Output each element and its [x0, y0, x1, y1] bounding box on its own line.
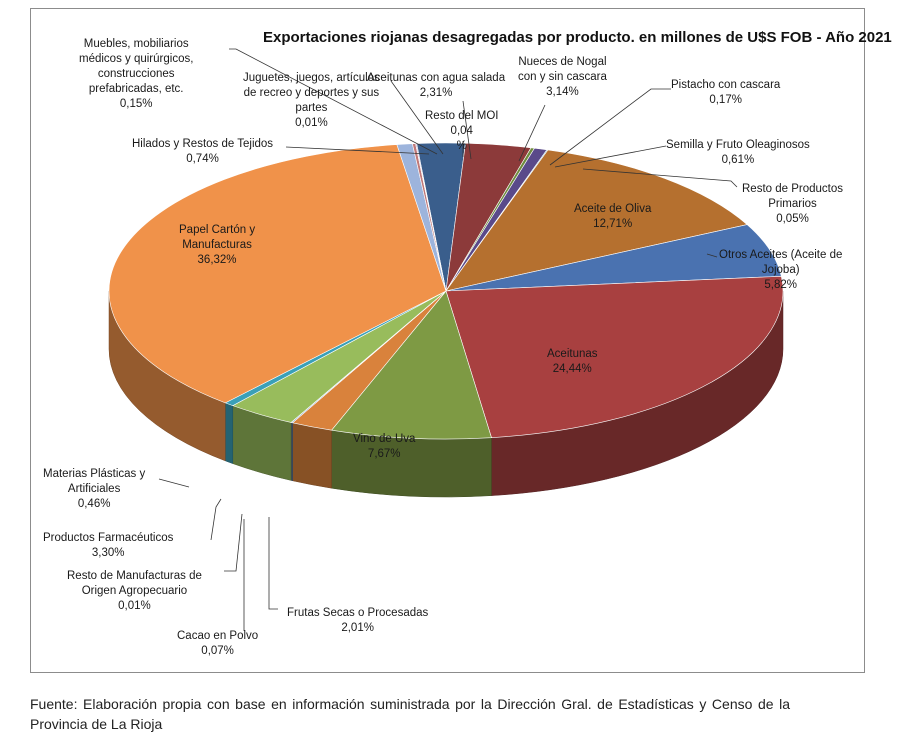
slice-label: Resto de Productos Primarios 0,05%: [742, 183, 844, 225]
slice-label: Cacao en Polvo 0,07%: [177, 630, 259, 657]
slice-label: Papel Cartón y Manufacturas 36,32%: [179, 224, 256, 266]
slice-label: Resto del MOI 0,04 %: [425, 110, 499, 152]
slice-label: Aceite de Oliva 12,71%: [574, 203, 652, 230]
slice-label: Muebles, mobiliarios médicos y quirúrgic…: [79, 38, 194, 110]
pie-slice: [445, 224, 782, 292]
leader-line: [462, 100, 472, 160]
slice-label: Otros Aceites (Aceite de Jojoba) 5,82%: [719, 249, 843, 291]
pie-slice: [445, 275, 784, 438]
slice-label: Semilla y Fruto Oleaginosos 0,61%: [666, 139, 810, 166]
pie-slice: [331, 290, 492, 440]
pie-slice-side: [292, 422, 332, 489]
leader-line: [285, 146, 430, 155]
source-note: Fuente: Elaboración propia con base en i…: [30, 696, 790, 732]
slice-label: Frutas Secas o Procesadas 2,01%: [287, 607, 429, 634]
leader-line: [554, 145, 667, 168]
pie-chart: [108, 48, 784, 631]
leader-line: [268, 517, 278, 610]
slice-label: Vino de Uva 7,67%: [353, 433, 416, 460]
slice-label: Productos Farmacéuticos 3,30%: [43, 532, 174, 559]
leader-line: [158, 478, 190, 488]
slice-label: Aceitunas 24,44%: [547, 348, 598, 375]
chart-title: Exportaciones riojanas desagregadas por …: [263, 29, 892, 46]
slice-label: Resto de Manufacturas de Origen Agropecu…: [67, 570, 202, 612]
slice-label: Nueces de Nogal con y sin cascara 3,14%: [518, 56, 607, 98]
slice-label: Hilados y Restos de Tejidos 0,74%: [132, 138, 274, 165]
leader-line: [706, 253, 718, 258]
pie-slice: [445, 149, 748, 292]
leader-line: [582, 168, 738, 188]
leader-line: [224, 513, 243, 572]
pie-slice: [108, 144, 447, 404]
pie-slice-side: [225, 402, 234, 464]
chart-frame: Exportaciones riojanas desagregadas por …: [30, 8, 892, 673]
slice-label: Juguetes, juegos, artículos de recreo y …: [243, 72, 380, 129]
leader-line: [229, 48, 438, 155]
leader-line: [549, 88, 671, 166]
leader-line: [390, 80, 444, 155]
leader-line: [518, 104, 546, 162]
slice-label: Aceitunas con agua salada 2,31%: [367, 72, 506, 99]
slice-label: Pistacho con cascara 0,17%: [671, 79, 781, 106]
slice-label: Materias Plásticas y Artificiales 0,46%: [43, 468, 146, 510]
leader-line: [210, 498, 222, 541]
